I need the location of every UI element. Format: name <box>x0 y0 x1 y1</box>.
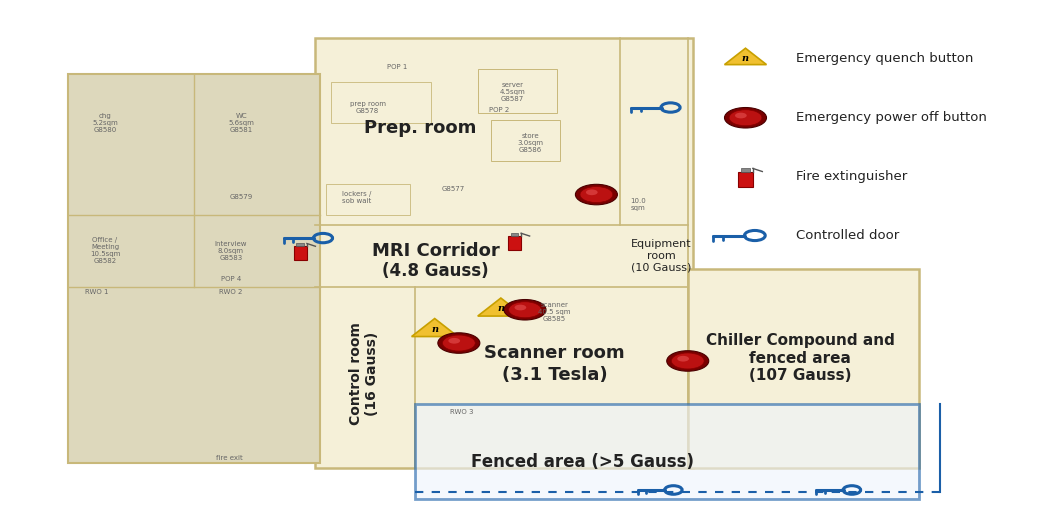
Polygon shape <box>724 48 766 65</box>
Text: Emergency power off button: Emergency power off button <box>796 111 987 124</box>
Text: (3.1 Tesla): (3.1 Tesla) <box>502 366 607 384</box>
Text: Office /
Meeting
10.5sqm
G8582: Office / Meeting 10.5sqm G8582 <box>90 238 120 264</box>
Text: POP 1: POP 1 <box>386 63 407 70</box>
Text: fire exit: fire exit <box>215 455 243 461</box>
Bar <box>68 74 320 463</box>
Text: (4.8 Gauss): (4.8 Gauss) <box>382 262 489 281</box>
Circle shape <box>508 302 542 318</box>
Text: Prep. room: Prep. room <box>363 119 477 137</box>
Text: store
3.0sqm
G8586: store 3.0sqm G8586 <box>518 133 543 154</box>
Text: MRI Corridor: MRI Corridor <box>372 242 500 260</box>
Circle shape <box>677 356 689 361</box>
Circle shape <box>442 335 476 351</box>
Text: chg
5.2sqm
G8580: chg 5.2sqm G8580 <box>92 113 118 133</box>
Text: Controlled door: Controlled door <box>796 229 899 242</box>
Text: Equipment
room
(10 Gauss): Equipment room (10 Gauss) <box>631 240 692 272</box>
Text: Fenced area (>5 Gauss): Fenced area (>5 Gauss) <box>471 453 694 471</box>
Circle shape <box>448 338 460 344</box>
Text: G8577: G8577 <box>442 186 465 193</box>
Text: Chiller Compound and
fenced area
(107 Gauss): Chiller Compound and fenced area (107 Ga… <box>706 333 895 383</box>
Bar <box>738 172 753 187</box>
Bar <box>510 233 519 236</box>
Text: n: n <box>432 325 438 334</box>
Text: Emergency quench button: Emergency quench button <box>796 52 973 66</box>
Text: RWO 3: RWO 3 <box>450 409 474 415</box>
Circle shape <box>667 351 709 371</box>
Circle shape <box>504 300 546 320</box>
Text: Fire extinguisher: Fire extinguisher <box>796 170 907 183</box>
Text: G8579: G8579 <box>230 194 253 200</box>
Circle shape <box>438 333 480 353</box>
Circle shape <box>586 189 597 195</box>
Bar <box>688 269 919 468</box>
Bar <box>315 38 693 468</box>
Text: n: n <box>742 54 749 62</box>
Text: prep room
G8578: prep room G8578 <box>350 101 385 114</box>
Bar <box>326 184 410 215</box>
Bar <box>296 243 304 246</box>
Circle shape <box>671 353 705 369</box>
Text: POP 2: POP 2 <box>488 107 509 113</box>
Bar <box>741 168 750 172</box>
Circle shape <box>724 108 766 128</box>
Circle shape <box>735 113 747 118</box>
Text: Control room
(16 Gauss): Control room (16 Gauss) <box>350 323 379 425</box>
Text: RWO 1: RWO 1 <box>85 289 108 295</box>
Text: RWO 2: RWO 2 <box>219 289 243 295</box>
Polygon shape <box>478 298 524 316</box>
Text: POP 4: POP 4 <box>220 276 242 282</box>
Circle shape <box>575 184 617 205</box>
Bar <box>491 120 560 161</box>
Text: server
4.5sqm
G8587: server 4.5sqm G8587 <box>500 82 525 102</box>
Bar <box>294 246 307 260</box>
Text: Scanner room: Scanner room <box>484 344 625 362</box>
Bar <box>508 236 521 250</box>
Text: scanner
40.5 sqm
G8585: scanner 40.5 sqm G8585 <box>539 302 570 323</box>
Text: 10.0
sqm: 10.0 sqm <box>630 198 646 211</box>
Bar <box>415 404 919 499</box>
Text: WC
5.6sqm
G8581: WC 5.6sqm G8581 <box>229 113 254 133</box>
Circle shape <box>514 305 526 310</box>
Circle shape <box>729 110 762 126</box>
Text: lockers /
sob wait: lockers / sob wait <box>342 190 372 204</box>
Text: n: n <box>498 304 504 313</box>
Bar <box>331 82 430 123</box>
Polygon shape <box>412 318 458 336</box>
Bar <box>478 69 556 113</box>
Circle shape <box>580 186 613 203</box>
Text: Interview
8.0sqm
G8583: Interview 8.0sqm G8583 <box>215 241 247 261</box>
